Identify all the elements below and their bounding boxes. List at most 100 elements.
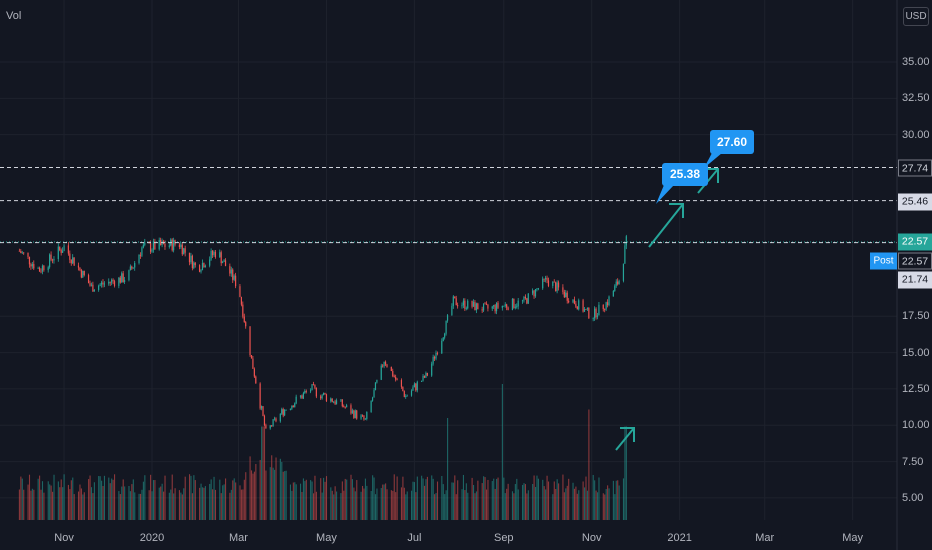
currency-button[interactable]: USD (903, 7, 929, 26)
candle-body (454, 296, 456, 299)
candle-body (275, 418, 277, 422)
volume-bar (311, 481, 313, 520)
candle-body (504, 304, 506, 306)
volume-bar (292, 482, 294, 520)
time-tick-label: Mar (229, 532, 248, 544)
candle-body (200, 270, 202, 272)
target-callout-25-38[interactable]: 25.38 (662, 163, 708, 186)
candle-body (360, 415, 362, 419)
candle-body (272, 419, 274, 427)
time-tick-label: Jul (407, 532, 422, 544)
volume-bar (265, 470, 267, 520)
volume-bar (390, 490, 392, 520)
candle-body (281, 409, 283, 414)
candle-body (262, 406, 264, 416)
candle-body (455, 298, 457, 306)
candle-body (324, 392, 326, 395)
candle-body (412, 387, 414, 391)
volume-bar (565, 488, 567, 520)
candle-body (214, 251, 217, 258)
volume-bar (289, 484, 292, 520)
candle-body (521, 300, 524, 302)
volume-bar (49, 484, 51, 520)
volume-bar (350, 474, 352, 520)
candle-body (390, 366, 392, 372)
candle-body (527, 293, 529, 304)
arrow-annotations[interactable] (615, 153, 722, 451)
candle-body (325, 394, 328, 402)
candle-body (82, 270, 84, 278)
candle-body (413, 383, 415, 388)
volume-bar (242, 489, 244, 520)
volume-bar (370, 490, 372, 520)
candle-body (445, 320, 447, 334)
candle-body (201, 262, 204, 271)
candle-body (250, 354, 253, 359)
arrow-shaft (615, 427, 635, 451)
volume-bar (194, 480, 196, 520)
volume-bar (346, 479, 348, 520)
candle-body (38, 267, 41, 272)
volume-bar (77, 491, 80, 520)
candle-body (210, 250, 212, 260)
volume-bar (324, 481, 326, 520)
candle-body (139, 255, 142, 256)
candle-body (21, 252, 23, 254)
volume-bar (144, 475, 146, 520)
candle-body (265, 425, 267, 429)
volume-bar (547, 481, 550, 520)
volume-bar (604, 494, 606, 520)
candle-body (475, 303, 477, 311)
candle-body (60, 249, 62, 253)
candle-body (557, 282, 560, 288)
candle-body (220, 252, 222, 264)
candle-body (118, 277, 120, 286)
candle-body (572, 299, 574, 303)
candle-body (20, 251, 22, 253)
volume-bar (20, 476, 22, 520)
candle-body (474, 301, 476, 311)
candle-body (213, 251, 215, 256)
volume-bar (436, 481, 439, 520)
volume-bar (507, 483, 509, 520)
volume-bar (129, 491, 131, 520)
volume-bar (607, 485, 609, 520)
candle-body (128, 270, 130, 281)
candle-body (354, 410, 356, 418)
candle-body (183, 248, 185, 255)
candle-body (546, 277, 548, 281)
time-tick-label: Nov (54, 532, 74, 544)
candle-body (622, 263, 625, 281)
volume-bar (181, 494, 183, 520)
candle-body (108, 281, 110, 284)
horizontal-lines[interactable] (0, 166, 897, 244)
candle-body (436, 352, 439, 354)
candle-body (420, 380, 423, 382)
volume-bar (598, 477, 600, 520)
volume-bar (578, 490, 580, 520)
candle-body (209, 259, 211, 266)
volume-bar (220, 493, 222, 520)
volume-bar (506, 488, 508, 520)
candle-body (484, 303, 486, 305)
volume-bar (563, 492, 565, 520)
volume-bar (23, 489, 25, 520)
candle-body (239, 286, 241, 297)
candle-body (481, 309, 483, 311)
candle-body (31, 264, 33, 267)
volume-bar (249, 456, 251, 520)
target-callout-27-60[interactable]: 27.60 (710, 130, 754, 154)
volume-bar (442, 484, 444, 520)
volume-bar (33, 489, 35, 520)
volume-bar (305, 479, 307, 520)
volume-bar (542, 479, 544, 520)
candle-body (335, 400, 338, 405)
volume-bar (497, 477, 499, 520)
volume-bar (412, 481, 414, 520)
volume-bar (57, 481, 59, 520)
volume-bar (62, 487, 64, 520)
candle-body (211, 250, 214, 256)
volume-indicator-label[interactable]: Vol (6, 10, 22, 22)
candle-body (452, 296, 454, 306)
